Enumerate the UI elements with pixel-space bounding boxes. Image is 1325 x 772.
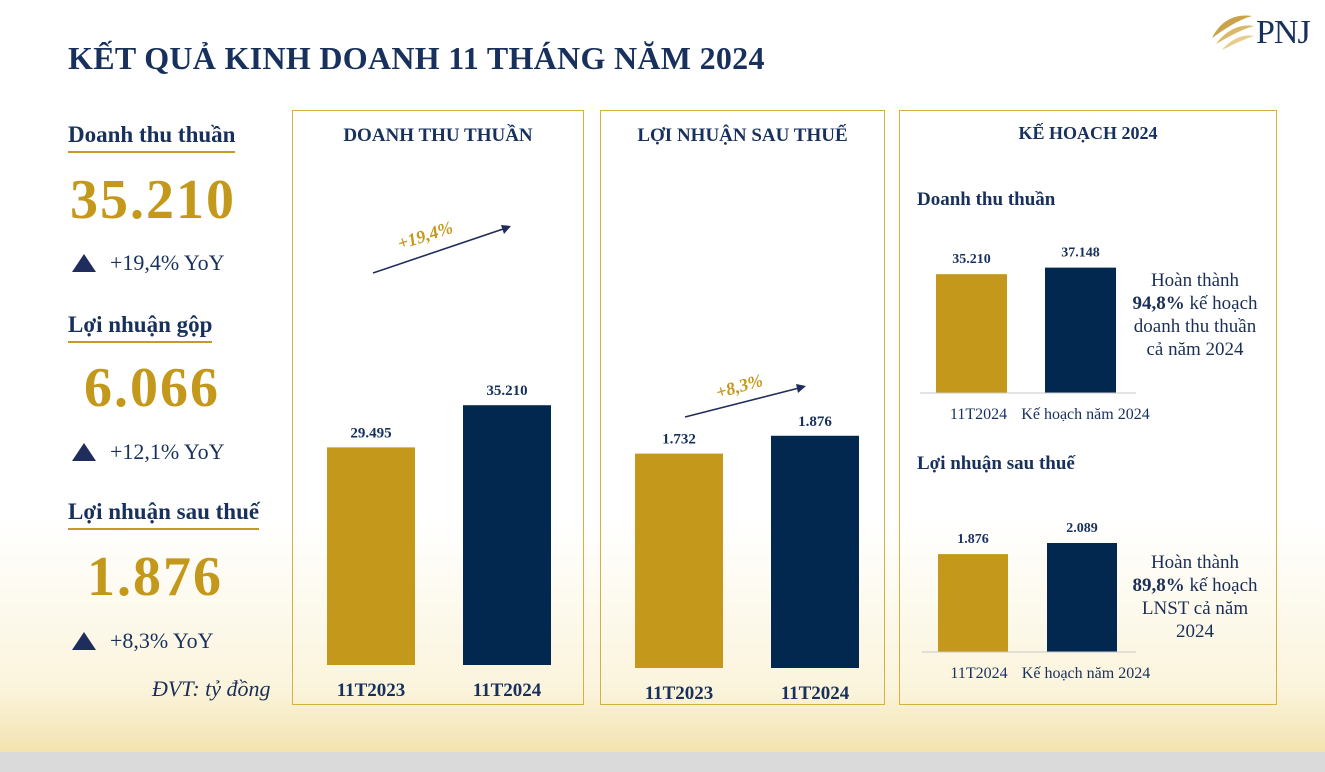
- note-percent: 94,8%: [1132, 293, 1185, 314]
- data-label: 1.876: [957, 532, 989, 547]
- data-label: 29.495: [350, 425, 391, 441]
- arrowhead-icon: [501, 225, 511, 234]
- data-label: 37.148: [1061, 246, 1100, 261]
- kpi-profit-yoy-text: +8,3% YoY: [110, 628, 214, 653]
- growth-arrow: [372, 226, 510, 274]
- up-triangle-icon: [72, 443, 96, 461]
- kpi-gross-yoy: +12,1% YoY: [72, 439, 225, 465]
- kpi-revenue-yoy: +19,4% YoY: [72, 250, 225, 276]
- kpi-gross-value: 6.066: [84, 357, 220, 419]
- note-line: kế hoạch: [1189, 575, 1258, 596]
- data-label: 1.876: [798, 414, 832, 430]
- kpi-profit-value: 1.876: [87, 546, 223, 608]
- plan-profit-note: Hoàn thành 89,8% kế hoạch LNST cả năm 20…: [1120, 551, 1270, 643]
- note-line: Hoàn thành: [1150, 270, 1240, 291]
- note-line: kế hoạch: [1189, 293, 1258, 314]
- profit-chart-panel: LỢI NHUẬN SAU THUẾ +8,3% 1.732 11T2023 1.8…: [600, 110, 885, 705]
- note-line: cả năm 2024: [1146, 339, 1244, 360]
- note-line: doanh thu thuần: [1133, 316, 1257, 337]
- plan-profit-chart: 1.876 11T2024 2.089 Kế hoạch năm 2024: [922, 521, 1150, 682]
- category-label: 11T2024: [950, 665, 1007, 682]
- plan-revenue-note: Hoàn thành 94,8% kế hoạch doanh thu thuầ…: [1120, 269, 1270, 361]
- profit-chart: +8,3% 1.732 11T2023 1.876 11T2024: [635, 370, 859, 704]
- bar: [938, 554, 1008, 652]
- plan-profit-title: Lợi nhuận sau thuế: [917, 453, 1075, 474]
- growth-label: +8,3%: [714, 370, 765, 402]
- plan-panel: KẾ HOẠCH 2024 Doanh thu thuần 35.210 11T2…: [899, 110, 1277, 705]
- data-label: 35.210: [486, 383, 527, 399]
- bar: [635, 453, 723, 668]
- category-label: Kế hoạch năm 2024: [1022, 665, 1150, 682]
- kpi-revenue-yoy-text: +19,4% YoY: [110, 250, 225, 275]
- pnj-logo-icon: [1212, 15, 1254, 50]
- kpi-gross-yoy-text: +12,1% YoY: [110, 439, 225, 464]
- data-label: 2.089: [1066, 521, 1098, 536]
- category-label: Kế hoạch năm 2024: [1021, 406, 1149, 421]
- growth-arrow: [684, 386, 804, 418]
- bar: [463, 405, 551, 665]
- up-triangle-icon: [72, 632, 96, 650]
- kpi-gross-label: Lợi nhuận gộp: [68, 312, 213, 343]
- bar: [936, 274, 1007, 393]
- plan-revenue-title: Doanh thu thuần: [917, 189, 1056, 210]
- category-label: 11T2024: [473, 680, 542, 701]
- category-label: 11T2024: [950, 406, 1007, 421]
- kpi-revenue-label: Doanh thu thuần: [68, 122, 236, 153]
- bar: [1047, 543, 1117, 652]
- revenue-chart-panel: DOANH THU THUẦN +19,4% 29.495 11T2023 35.2…: [292, 110, 584, 705]
- kpi-profit-label: Lợi nhuận sau thuế: [68, 499, 260, 530]
- arrowhead-icon: [796, 384, 806, 393]
- category-label: 11T2024: [781, 683, 850, 704]
- bar: [327, 447, 415, 665]
- kpi-profit-yoy: +8,3% YoY: [72, 628, 214, 654]
- note-percent: 89,8%: [1132, 575, 1185, 596]
- note-line: LNST cả năm: [1141, 598, 1249, 619]
- profit-chart-title: LỢI NHUẬN SAU THUẾ: [637, 125, 848, 146]
- plan-revenue-chart: 35.210 11T2024 37.148 Kế hoạch năm 2024: [920, 246, 1150, 421]
- unit-label: ĐVT: tỷ đồng: [152, 676, 271, 701]
- plan-title: KẾ HOẠCH 2024: [1018, 123, 1158, 143]
- page-title: KẾT QUẢ KINH DOANH 11 THÁNG NĂM 2024: [68, 40, 765, 76]
- bar: [771, 435, 859, 668]
- up-triangle-icon: [72, 254, 96, 272]
- category-label: 11T2023: [337, 680, 406, 701]
- revenue-chart-title: DOANH THU THUẦN: [343, 125, 533, 146]
- data-label: 1.732: [662, 432, 696, 448]
- category-label: 11T2023: [645, 683, 714, 704]
- kpi-revenue-value: 35.210: [70, 169, 236, 231]
- bar: [1045, 267, 1116, 393]
- note-line: Hoàn thành: [1150, 552, 1240, 573]
- logo-text: PNJ: [1256, 14, 1311, 51]
- note-line: 2024: [1176, 621, 1214, 642]
- data-label: 35.210: [952, 252, 991, 267]
